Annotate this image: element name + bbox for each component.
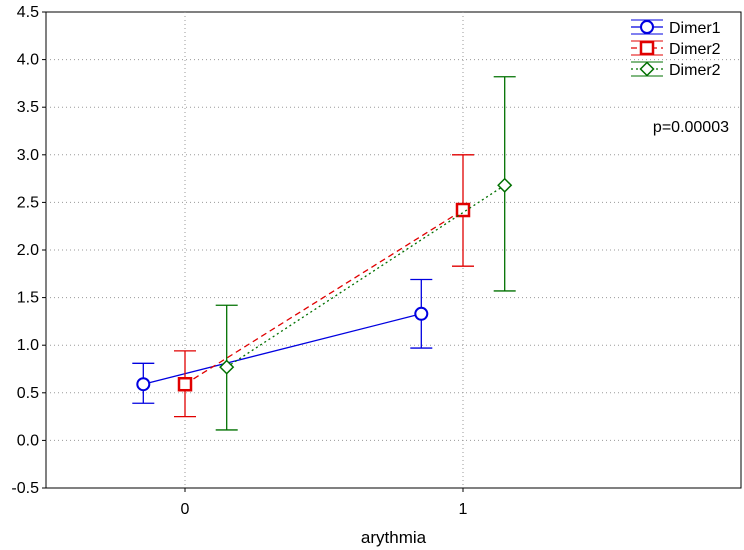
series-2 <box>174 154 474 418</box>
legend-item-2: Dimer2 <box>631 40 721 58</box>
legend-label: Dimer2 <box>669 62 721 79</box>
y-tick-label: 1.0 <box>17 337 39 354</box>
y-tick-label: -0.5 <box>11 480 39 497</box>
data-point <box>414 306 429 321</box>
legend-marker <box>640 20 654 34</box>
legend-label: Dimer2 <box>669 41 721 58</box>
y-axis: -0.5 0.0 0.5 1.0 1.5 2.0 2.5 3.0 3.5 4.0 4.5 <box>11 4 46 497</box>
data-point <box>455 202 471 218</box>
data-point <box>497 177 513 193</box>
p-value-annotation: p=0.00003 <box>653 119 729 136</box>
y-tick-label: 2.5 <box>17 194 39 211</box>
y-tick-label: 1.5 <box>17 290 39 307</box>
legend: Dimer1 Dimer2 Dimer2 <box>631 19 721 79</box>
series-1 <box>132 278 433 404</box>
legend-item-1: Dimer1 <box>631 19 721 37</box>
series-line <box>184 209 464 385</box>
legend-marker <box>639 40 655 56</box>
legend-marker <box>639 61 655 77</box>
y-tick-label: 4.5 <box>17 4 39 21</box>
legend-item-3: Dimer2 <box>631 61 721 79</box>
series-line <box>226 184 506 368</box>
data-point <box>177 376 193 392</box>
series-line <box>143 313 422 385</box>
series-layer <box>132 76 516 431</box>
x-tick-label: 0 <box>181 501 190 518</box>
grid <box>46 12 741 488</box>
data-point <box>136 377 151 392</box>
data-point <box>219 359 235 375</box>
legend-label: Dimer1 <box>669 20 721 37</box>
x-tick-label: 1 <box>459 501 468 518</box>
y-tick-label: 2.0 <box>17 242 39 259</box>
y-tick-label: 4.0 <box>17 52 39 69</box>
y-tick-label: 3.0 <box>17 147 39 164</box>
series-3 <box>215 76 516 431</box>
y-tick-label: 3.5 <box>17 99 39 116</box>
y-tick-label: 0.5 <box>17 385 39 402</box>
x-axis-title: arythmia <box>361 528 427 547</box>
y-tick-label: 0.0 <box>17 432 39 449</box>
